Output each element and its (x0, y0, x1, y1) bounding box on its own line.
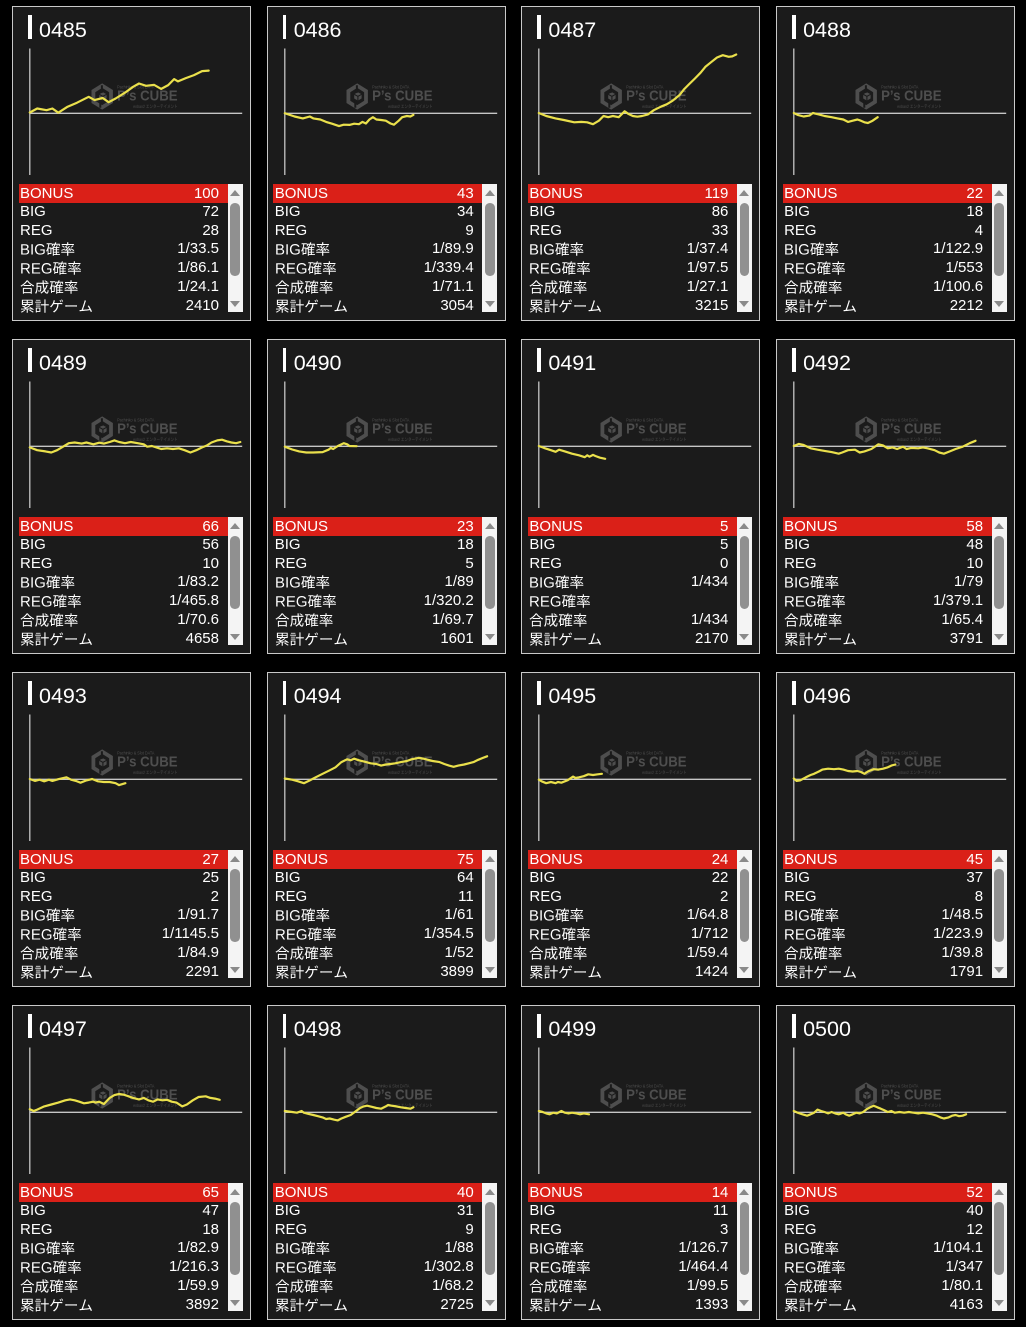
svg-text:Pachinko & Slot DATA: Pachinko & Slot DATA (881, 417, 918, 422)
svg-text:P’s CUBE: P’s CUBE (117, 753, 178, 770)
svg-text:Pachinko & Slot DATA: Pachinko & Slot DATA (117, 750, 154, 755)
svg-text:P’s CUBE: P’s CUBE (626, 753, 687, 770)
svg-text:P’s CUBE: P’s CUBE (372, 420, 433, 437)
svg-text:P’s CUBE: P’s CUBE (117, 87, 178, 104)
svg-text:P’s CUBE: P’s CUBE (626, 420, 687, 437)
svg-text:Pachinko & Slot DATA: Pachinko & Slot DATA (881, 1083, 918, 1088)
svg-text:Pachinko & Slot DATA: Pachinko & Slot DATA (372, 750, 409, 755)
svg-text:P’s CUBE: P’s CUBE (881, 1086, 942, 1103)
svg-text:Pachinko & Slot DATA: Pachinko & Slot DATA (117, 84, 154, 89)
svg-text:Pachinko & Slot DATA: Pachinko & Slot DATA (881, 84, 918, 89)
svg-text:Pachinko & Slot DATA: Pachinko & Slot DATA (626, 750, 663, 755)
svg-text:Pachinko & Slot DATA: Pachinko & Slot DATA (881, 750, 918, 755)
svg-text:P’s CUBE: P’s CUBE (117, 420, 178, 437)
svg-text:P’s CUBE: P’s CUBE (881, 753, 942, 770)
svg-text:Pachinko & Slot DATA: Pachinko & Slot DATA (117, 417, 154, 422)
svg-text:Pachinko & Slot DATA: Pachinko & Slot DATA (626, 84, 663, 89)
svg-text:Pachinko & Slot DATA: Pachinko & Slot DATA (372, 417, 409, 422)
svg-text:Pachinko & Slot DATA: Pachinko & Slot DATA (626, 417, 663, 422)
svg-text:Pachinko & Slot DATA: Pachinko & Slot DATA (372, 1083, 409, 1088)
svg-text:Pachinko & Slot DATA: Pachinko & Slot DATA (117, 1083, 154, 1088)
svg-text:P’s CUBE: P’s CUBE (372, 87, 433, 104)
svg-text:P’s CUBE: P’s CUBE (881, 87, 942, 104)
svg-text:P’s CUBE: P’s CUBE (372, 1086, 433, 1103)
svg-text:P’s CUBE: P’s CUBE (881, 420, 942, 437)
svg-text:Pachinko & Slot DATA: Pachinko & Slot DATA (372, 84, 409, 89)
svg-text:Pachinko & Slot DATA: Pachinko & Slot DATA (626, 1083, 663, 1088)
svg-text:P’s CUBE: P’s CUBE (626, 1086, 687, 1103)
